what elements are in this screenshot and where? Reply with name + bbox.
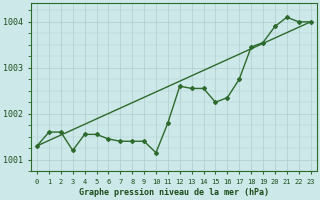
X-axis label: Graphe pression niveau de la mer (hPa): Graphe pression niveau de la mer (hPa) xyxy=(79,188,269,197)
